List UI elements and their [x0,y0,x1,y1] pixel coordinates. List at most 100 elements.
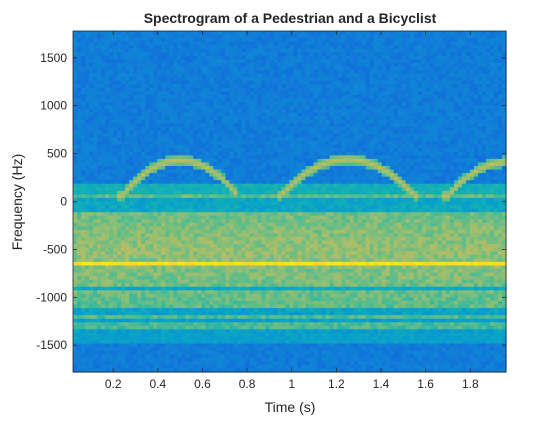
heatmap-cell [429,34,435,39]
heatmap-cell [97,109,102,114]
heatmap-cell [429,137,435,142]
heatmap-cell [493,66,499,71]
heatmap-cell [277,41,283,46]
heatmap-cell [401,112,407,117]
heatmap-cell [317,70,323,75]
heatmap-cell [353,87,359,92]
heatmap-cell [437,119,443,124]
heatmap-cell [349,52,355,57]
heatmap-cell [337,87,343,92]
heatmap-cell [117,34,122,39]
heatmap-cell [181,194,186,199]
heatmap-cell [501,94,507,100]
heatmap-cell [293,183,299,188]
heatmap-cell [321,148,327,153]
heatmap-cell [369,62,375,68]
heatmap-cell [89,102,94,107]
heatmap-cell [281,91,287,96]
heatmap-cell [181,94,186,100]
heatmap-cell [401,77,407,82]
heatmap-cell [105,87,110,92]
heatmap-cell [161,194,166,199]
heatmap-cell [333,48,339,53]
heatmap-cell [341,73,347,78]
heatmap-cell [429,62,435,68]
heatmap-cell [405,187,411,192]
heatmap-cell [253,158,259,164]
heatmap-cell [365,151,371,156]
heatmap-cell [373,144,379,149]
heatmap-cell [373,34,379,39]
heatmap-cell [105,187,110,192]
heatmap-cell [201,94,206,100]
heatmap-cell [393,52,399,57]
heatmap-cell [481,102,487,107]
heatmap-cell [285,94,291,100]
heatmap-cell [137,162,142,167]
heatmap-cell [257,109,263,114]
heatmap-cell [457,173,463,178]
heatmap-cell [477,102,483,107]
heatmap-cell [305,190,311,195]
heatmap-cell [249,187,255,192]
heatmap-cell [109,162,114,167]
heatmap-cell [329,141,335,146]
heatmap-cell [225,116,230,121]
heatmap-cell [217,52,222,57]
heatmap-cell [469,183,475,188]
heatmap-cell [433,70,439,75]
heatmap-cell [293,41,299,46]
heatmap-cell [457,84,463,89]
heatmap-cell [261,144,267,149]
heatmap-cell [213,141,218,146]
heatmap-cell [473,155,479,160]
heatmap-cell [413,31,419,36]
heatmap-cell [173,155,178,160]
heatmap-cell [341,169,347,174]
heatmap-cell [317,45,323,50]
heatmap-cell [117,144,122,149]
heatmap-cell [149,109,154,114]
heatmap-cell [73,194,78,199]
heatmap-cell [249,98,255,103]
heatmap-cell [237,180,242,185]
heatmap-cell [413,180,419,185]
heatmap-cell [341,87,347,92]
heatmap-cell [465,148,471,153]
heatmap-cell [149,116,154,121]
heatmap-cell [277,87,283,92]
heatmap-cell [257,141,263,146]
heatmap-cell [205,144,210,149]
heatmap-cell [293,84,299,89]
heatmap-cell [469,38,475,43]
heatmap-cell [129,73,134,78]
heatmap-cell [241,116,246,121]
heatmap-cell [209,158,214,164]
heatmap-cell [129,134,134,139]
heatmap-cell [337,70,343,75]
heatmap-cell [137,91,142,96]
heatmap-cell [149,158,154,164]
heatmap-cell [281,183,287,188]
heatmap-cell [209,130,214,135]
heatmap-cell [229,94,234,100]
heatmap-cell [345,123,351,128]
heatmap-cell [305,98,311,103]
heatmap-cell [313,73,319,78]
heatmap-cell [417,126,423,132]
heatmap-cell [249,52,255,57]
heatmap-cell [409,119,415,124]
heatmap-cell [485,158,491,164]
heatmap-cell [285,151,291,156]
heatmap-cell [209,77,214,82]
heatmap-cell [373,148,379,153]
heatmap-cell [269,190,275,195]
heatmap-cell [433,80,439,85]
heatmap-cell [321,70,327,75]
heatmap-cell [465,134,471,139]
heatmap-cell [133,194,138,199]
heatmap-cell [245,48,251,53]
heatmap-cell [405,130,411,135]
heatmap-cell [117,187,122,192]
heatmap-cell [189,70,194,75]
